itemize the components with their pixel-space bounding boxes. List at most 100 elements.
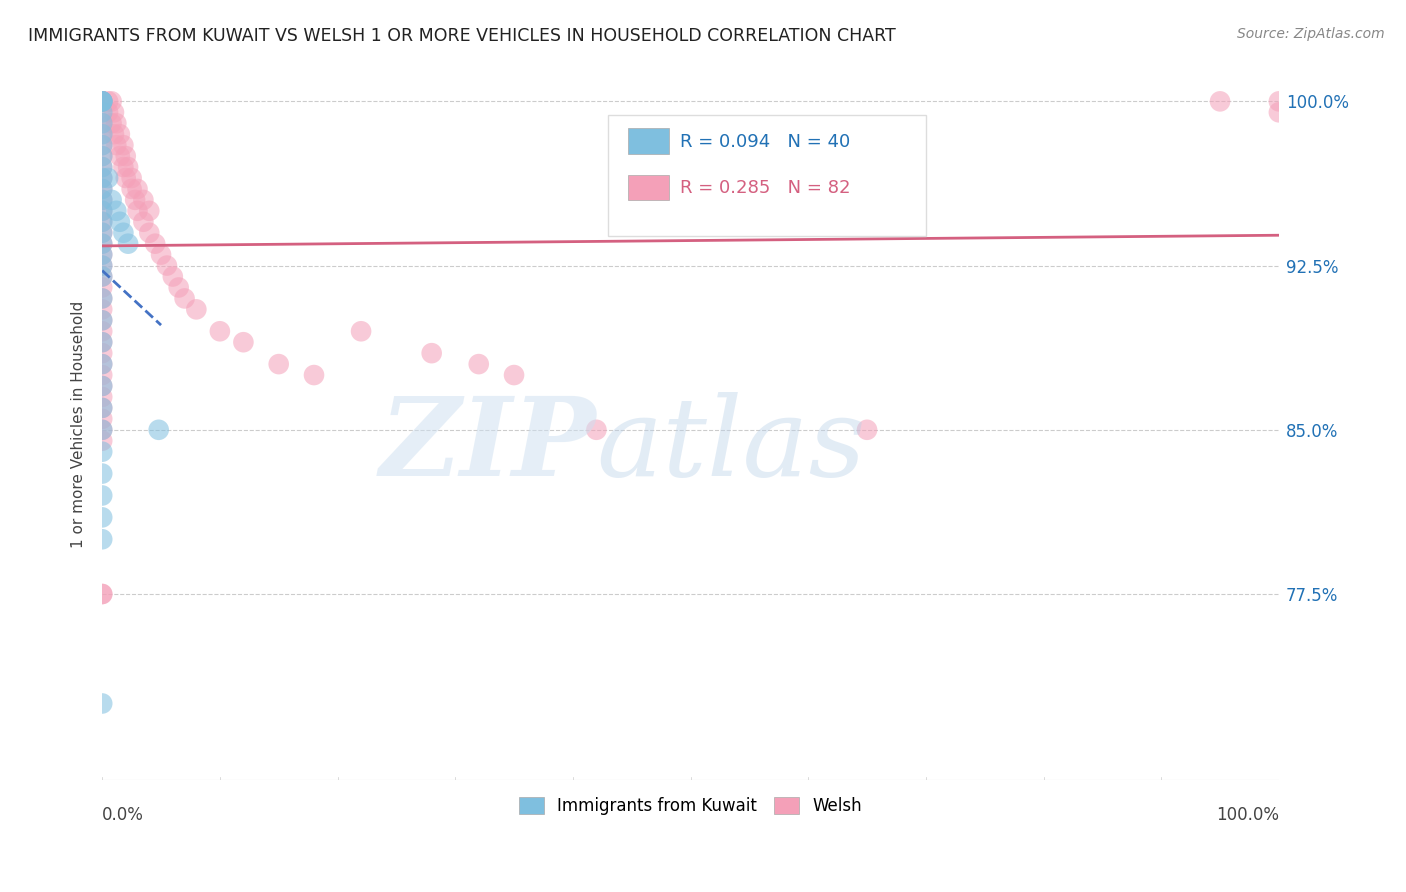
Point bbox=[148, 423, 170, 437]
Point bbox=[103, 127, 125, 141]
Point bbox=[127, 182, 149, 196]
Point bbox=[91, 95, 114, 109]
Point bbox=[114, 171, 136, 186]
Point bbox=[91, 259, 114, 273]
Point bbox=[91, 379, 114, 393]
Point bbox=[91, 95, 114, 109]
Point bbox=[91, 138, 114, 153]
Point bbox=[91, 269, 114, 284]
Point bbox=[91, 226, 114, 240]
Point bbox=[91, 280, 114, 294]
Point bbox=[91, 226, 114, 240]
Point bbox=[143, 236, 166, 251]
Point bbox=[91, 324, 114, 338]
Text: R = 0.094   N = 40: R = 0.094 N = 40 bbox=[681, 133, 851, 151]
Point bbox=[91, 95, 114, 109]
Point bbox=[91, 138, 114, 153]
Point bbox=[503, 368, 526, 382]
Point bbox=[138, 203, 160, 218]
Point bbox=[91, 203, 114, 218]
Point bbox=[124, 193, 146, 207]
Point bbox=[91, 203, 114, 218]
Point bbox=[105, 203, 128, 218]
Point bbox=[91, 357, 114, 371]
Point bbox=[1268, 95, 1291, 109]
Point bbox=[105, 138, 128, 153]
Point bbox=[91, 313, 114, 327]
Point bbox=[127, 203, 149, 218]
Point bbox=[91, 95, 114, 109]
Point bbox=[91, 510, 114, 524]
Point bbox=[856, 423, 879, 437]
Legend: Immigrants from Kuwait, Welsh: Immigrants from Kuwait, Welsh bbox=[512, 790, 869, 822]
Point bbox=[91, 171, 114, 186]
Point bbox=[114, 149, 136, 163]
Point bbox=[91, 259, 114, 273]
Point bbox=[91, 193, 114, 207]
Point bbox=[91, 247, 114, 261]
Point bbox=[420, 346, 443, 360]
Point bbox=[121, 171, 143, 186]
Point bbox=[91, 95, 114, 109]
Y-axis label: 1 or more Vehicles in Household: 1 or more Vehicles in Household bbox=[72, 301, 86, 548]
Point bbox=[91, 401, 114, 415]
Point bbox=[108, 127, 131, 141]
Point bbox=[91, 149, 114, 163]
Point bbox=[91, 247, 114, 261]
Text: ZIP: ZIP bbox=[380, 392, 596, 500]
Point bbox=[156, 259, 179, 273]
Point bbox=[91, 116, 114, 130]
Point bbox=[91, 313, 114, 327]
Point bbox=[91, 95, 114, 109]
Point bbox=[167, 280, 190, 294]
Point bbox=[108, 149, 131, 163]
Point bbox=[162, 269, 184, 284]
Point bbox=[112, 160, 135, 174]
Point bbox=[91, 95, 114, 109]
Point bbox=[91, 335, 114, 350]
Point bbox=[132, 215, 155, 229]
Point bbox=[97, 171, 120, 186]
Point bbox=[91, 467, 114, 481]
Point bbox=[91, 236, 114, 251]
Point bbox=[91, 587, 114, 601]
Point bbox=[173, 292, 195, 306]
Point bbox=[91, 368, 114, 382]
Point bbox=[91, 95, 114, 109]
Point bbox=[91, 335, 114, 350]
Point bbox=[468, 357, 491, 371]
Point bbox=[97, 95, 120, 109]
Point bbox=[91, 160, 114, 174]
Point bbox=[91, 182, 114, 196]
Text: R = 0.285   N = 82: R = 0.285 N = 82 bbox=[681, 179, 851, 197]
Point bbox=[150, 247, 173, 261]
Text: 100.0%: 100.0% bbox=[1216, 806, 1279, 824]
Point bbox=[1268, 105, 1291, 120]
FancyBboxPatch shape bbox=[628, 128, 669, 154]
Point bbox=[91, 379, 114, 393]
Point bbox=[100, 95, 122, 109]
Point bbox=[91, 292, 114, 306]
Point bbox=[208, 324, 231, 338]
Point bbox=[91, 149, 114, 163]
Point bbox=[91, 215, 114, 229]
Point bbox=[91, 302, 114, 317]
Point bbox=[91, 390, 114, 404]
Point bbox=[121, 182, 143, 196]
Point bbox=[91, 412, 114, 426]
Point bbox=[91, 423, 114, 437]
Point bbox=[91, 182, 114, 196]
Point bbox=[1209, 95, 1232, 109]
Point bbox=[91, 160, 114, 174]
Point bbox=[91, 488, 114, 502]
Point bbox=[585, 423, 607, 437]
Point bbox=[100, 116, 122, 130]
Point bbox=[91, 697, 114, 711]
Point bbox=[103, 105, 125, 120]
Point bbox=[91, 533, 114, 547]
Point bbox=[350, 324, 373, 338]
Point bbox=[91, 292, 114, 306]
Point bbox=[91, 401, 114, 415]
Point bbox=[117, 160, 139, 174]
Point bbox=[91, 423, 114, 437]
